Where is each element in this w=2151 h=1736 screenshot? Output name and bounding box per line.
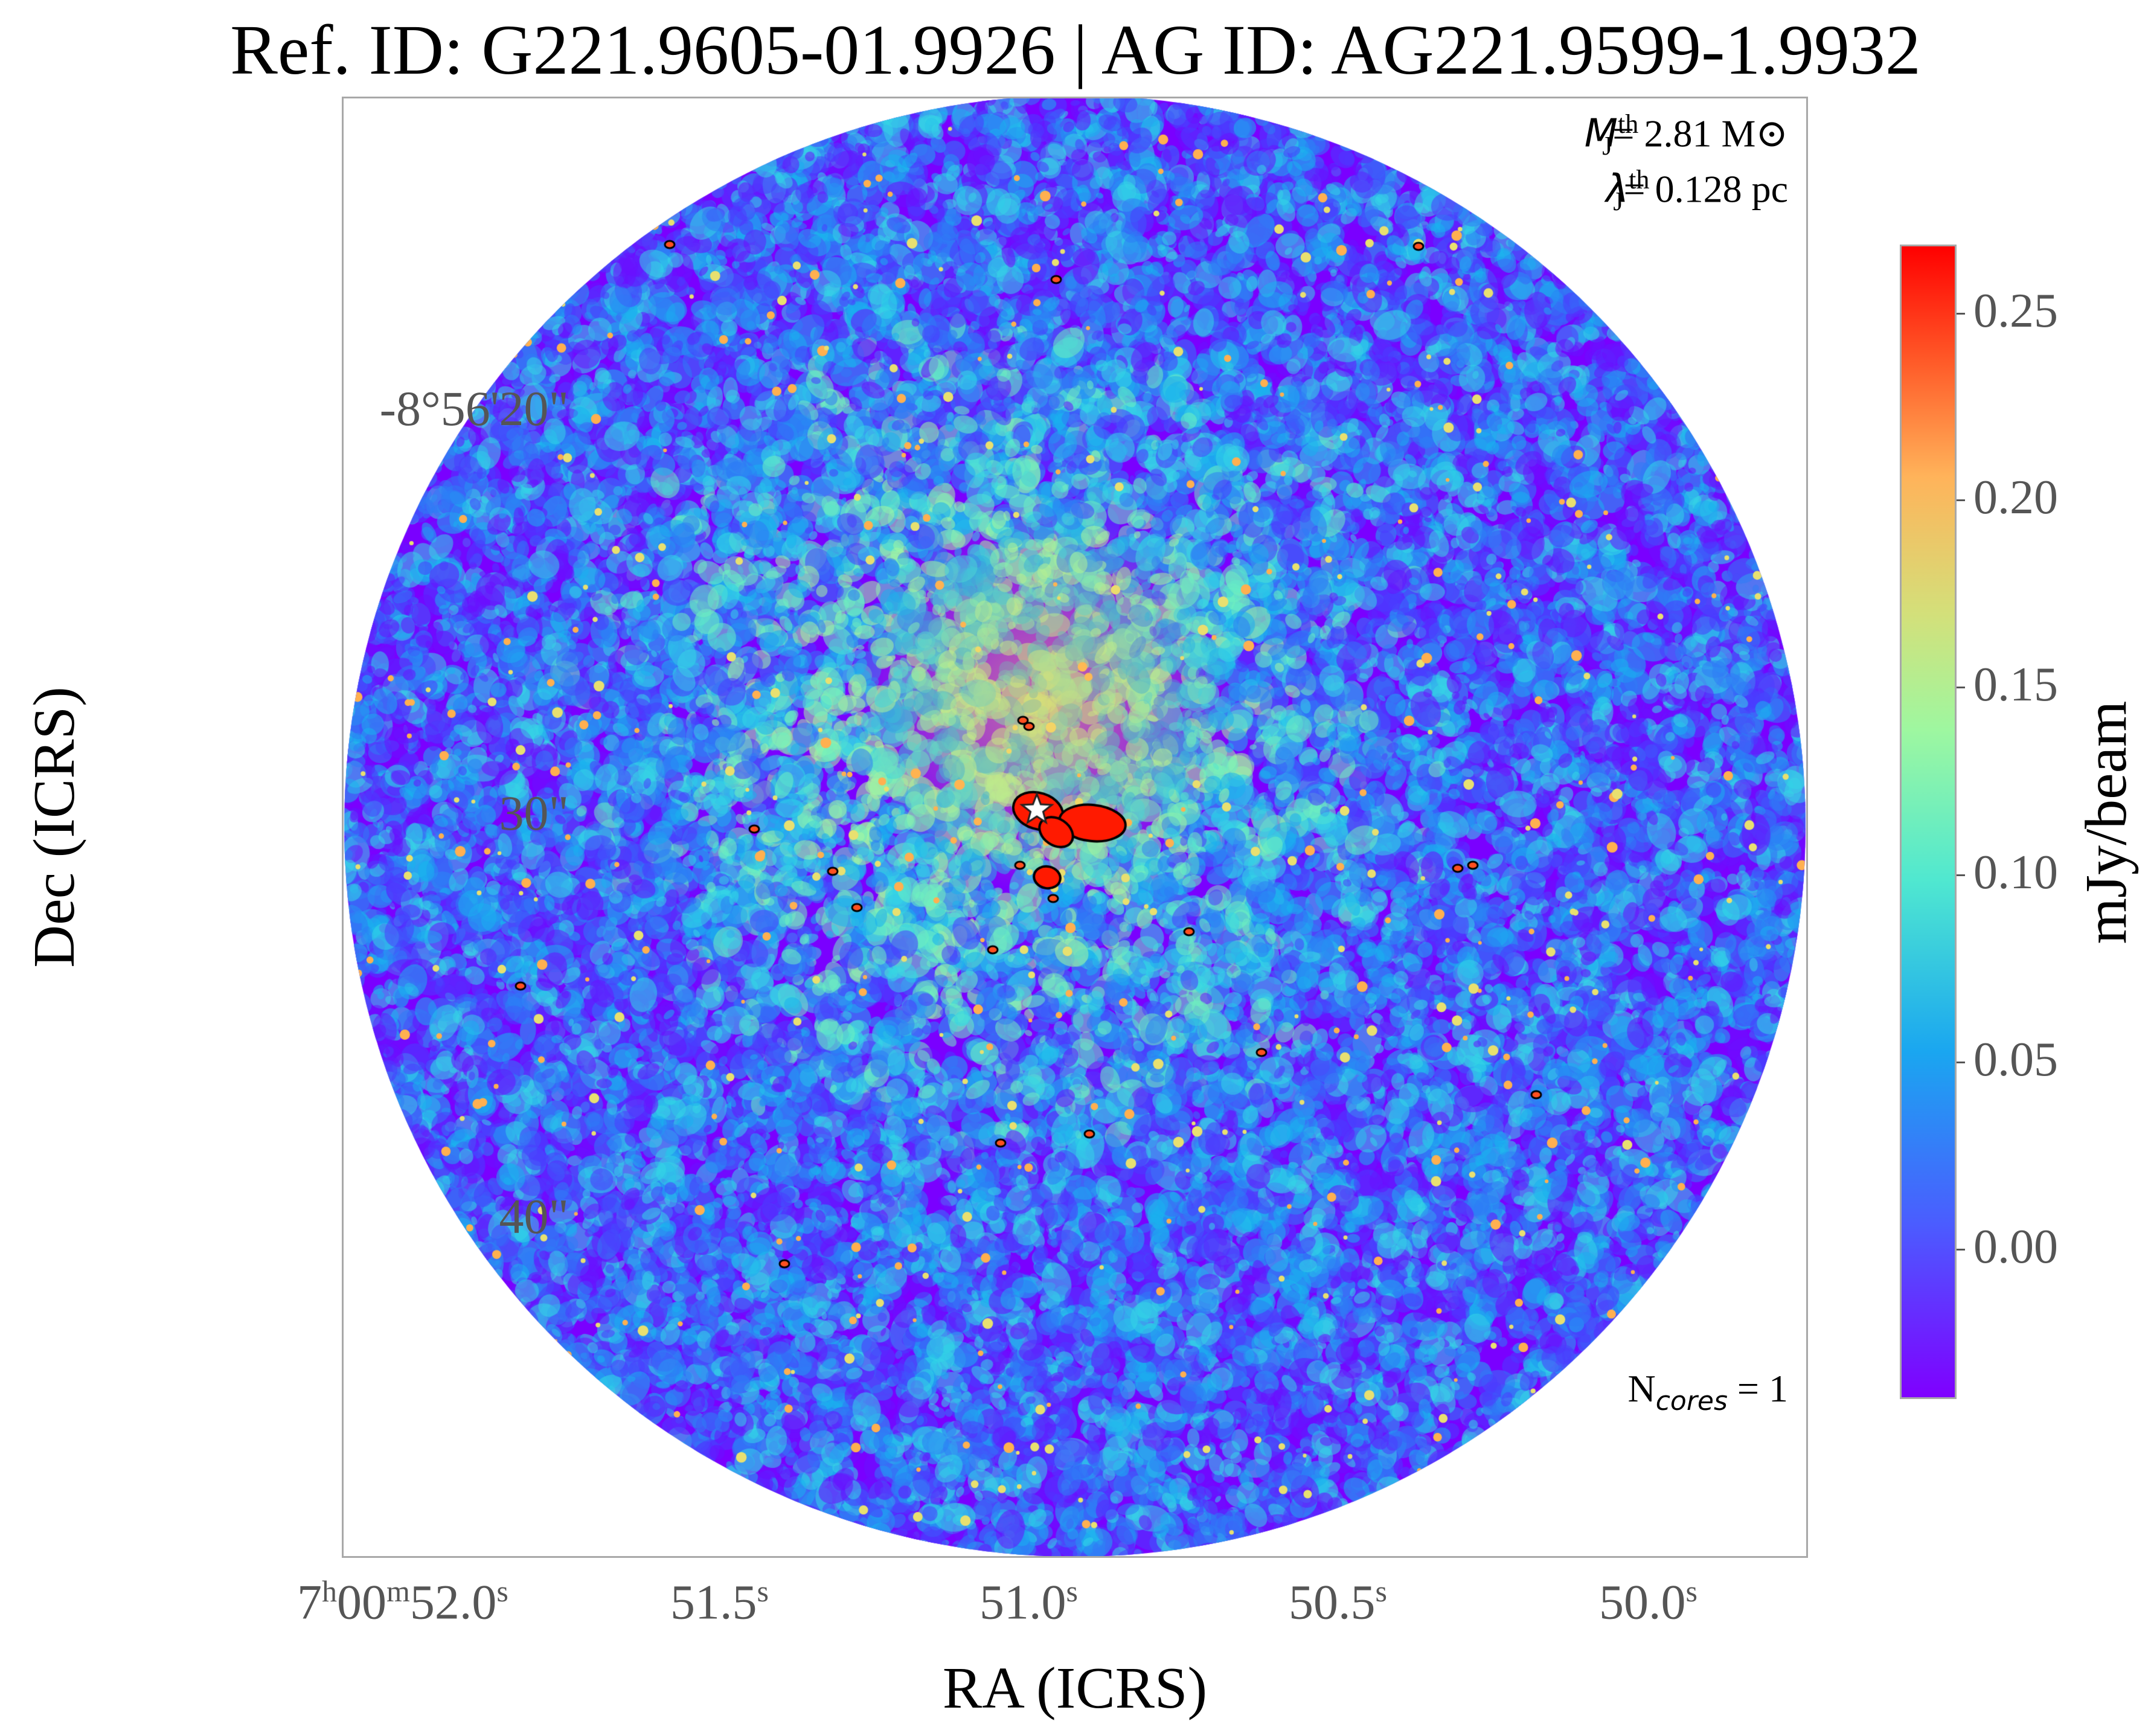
ytick-label: 30" [499, 786, 569, 841]
colorbar-tick [1957, 1062, 1965, 1063]
xtick-label: 7h00m52.0s [297, 1574, 508, 1630]
colorbar-tick [1957, 687, 1965, 688]
y-axis-label: Dec (ICRS) [22, 687, 87, 968]
xtick-label: 50.5s [1289, 1574, 1387, 1630]
colorbar-label: mJy/beam [2074, 700, 2139, 944]
colorbar-tick [1957, 1249, 1965, 1251]
xtick-label: 51.0s [979, 1574, 1078, 1630]
colorbar-tick [1957, 874, 1965, 876]
ncores-annotation: Ncores = 1 [1627, 1367, 1788, 1417]
colorbar-tick-label: 0.05 [1973, 1033, 2058, 1086]
colorbar-tick-label: 0.15 [1973, 658, 2058, 711]
ytick-label: -8°56'20" [379, 381, 569, 436]
xtick-label: 50.0s [1599, 1574, 1697, 1630]
colorbar-tick-label: 0.10 [1973, 846, 2058, 899]
colorbar-tick-label: 0.25 [1973, 284, 2058, 338]
figure-title: Ref. ID: G221.9605-01.9926 | AG ID: AG22… [230, 10, 1921, 89]
xtick-label: 51.5s [670, 1574, 769, 1630]
intensity-map [344, 98, 1806, 1556]
colorbar-tick [1957, 499, 1965, 501]
jeans-length-annotation: λthJ= 0.128 pc [1606, 165, 1788, 217]
ytick-label: 40" [499, 1189, 569, 1244]
colorbar-tick [1957, 313, 1965, 315]
colorbar-tick-label: 0.00 [1973, 1220, 2058, 1273]
jeans-mass-annotation: MthJ= 2.81 M⊙ [1584, 109, 1788, 161]
map-frame: MthJ= 2.81 M⊙ λthJ= 0.128 pc Ncores = 1 [342, 97, 1808, 1558]
sun-symbol: ⊙ [1755, 112, 1788, 155]
colorbar [1900, 245, 1957, 1399]
x-axis-label: RA (ICRS) [942, 1656, 1208, 1721]
colorbar-tick-label: 0.20 [1973, 471, 2058, 524]
